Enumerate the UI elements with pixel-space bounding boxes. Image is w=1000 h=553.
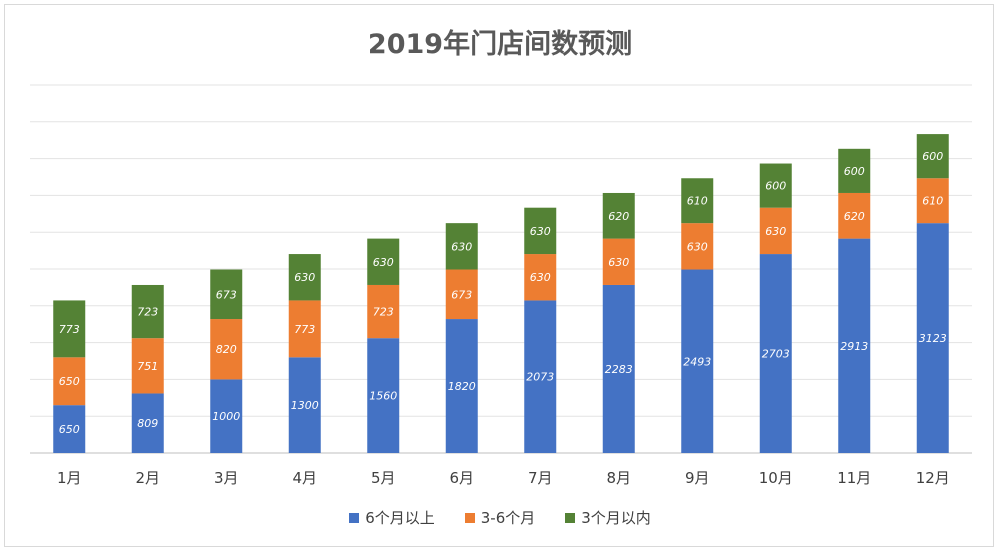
data-label: 673 bbox=[451, 288, 472, 301]
x-tick-label: 2月 bbox=[135, 469, 160, 487]
legend-item-within-3-months: 3个月以内 bbox=[565, 507, 651, 528]
bar-segment-over-6-months bbox=[681, 269, 714, 453]
legend-label: 3-6个月 bbox=[480, 509, 536, 527]
data-label: 773 bbox=[59, 323, 80, 336]
data-label: 2703 bbox=[762, 348, 790, 361]
data-label: 751 bbox=[137, 360, 158, 373]
data-label: 610 bbox=[687, 195, 708, 208]
legend-swatch bbox=[565, 512, 576, 523]
data-label: 630 bbox=[608, 256, 629, 269]
data-label: 2493 bbox=[683, 355, 711, 368]
x-tick-label: 10月 bbox=[759, 469, 793, 487]
bar-segment-3-to-6-months bbox=[288, 300, 321, 358]
data-label: 600 bbox=[844, 165, 865, 178]
legend-item-over-6-months: 6个月以上 bbox=[349, 507, 435, 528]
data-label: 2913 bbox=[840, 340, 868, 353]
chart-frame bbox=[4, 4, 994, 547]
bar-segment-within-3-months bbox=[838, 148, 871, 193]
bar-segment-within-3-months bbox=[759, 163, 792, 208]
data-label: 630 bbox=[294, 271, 315, 284]
x-tick-label: 9月 bbox=[685, 469, 710, 487]
bar-segment-within-3-months bbox=[53, 300, 86, 358]
data-label: 600 bbox=[765, 180, 786, 193]
bar-segment-3-to-6-months bbox=[524, 254, 557, 301]
data-label: 773 bbox=[294, 323, 315, 336]
data-label: 630 bbox=[687, 240, 708, 253]
data-label: 620 bbox=[608, 210, 629, 223]
data-label: 630 bbox=[373, 256, 394, 269]
data-label: 630 bbox=[451, 240, 472, 253]
legend-item-3-to-6-months: 3-6个月 bbox=[464, 507, 536, 528]
data-label: 630 bbox=[530, 225, 551, 238]
bar-segment-3-to-6-months bbox=[916, 178, 949, 224]
bar-segment-3-to-6-months bbox=[210, 319, 243, 380]
legend-swatch bbox=[349, 512, 360, 523]
bar-segment-over-6-months bbox=[131, 393, 164, 453]
bar-segment-within-3-months bbox=[524, 207, 557, 255]
x-tick-label: 11月 bbox=[837, 469, 871, 487]
bar-segment-over-6-months bbox=[367, 338, 400, 453]
chart-title: 2019年门店间数预测 bbox=[367, 29, 633, 60]
data-label: 820 bbox=[216, 343, 237, 356]
data-label: 630 bbox=[530, 271, 551, 284]
x-tick-label: 4月 bbox=[292, 469, 317, 487]
data-label: 620 bbox=[844, 210, 865, 223]
x-tick-label: 5月 bbox=[371, 469, 396, 487]
bar-segment-3-to-6-months bbox=[602, 238, 635, 285]
data-label: 723 bbox=[137, 306, 158, 319]
data-label: 673 bbox=[216, 288, 237, 301]
data-label: 1000 bbox=[212, 410, 240, 423]
data-label: 650 bbox=[59, 423, 80, 436]
data-label: 1300 bbox=[291, 399, 319, 412]
bar-segment-over-6-months bbox=[210, 379, 243, 453]
bar-segment-within-3-months bbox=[602, 192, 635, 239]
bar-segment-within-3-months bbox=[210, 269, 243, 320]
bar-segment-within-3-months bbox=[681, 178, 714, 224]
data-label: 1560 bbox=[369, 390, 397, 403]
bar-segment-3-to-6-months bbox=[131, 338, 164, 394]
bar-segment-3-to-6-months bbox=[53, 357, 86, 406]
x-tick-label: 12月 bbox=[916, 469, 950, 487]
data-label: 2283 bbox=[605, 363, 633, 376]
bar-segment-within-3-months bbox=[445, 223, 478, 270]
x-tick-label: 8月 bbox=[606, 469, 631, 487]
data-label: 1820 bbox=[448, 380, 476, 393]
x-tick-label: 7月 bbox=[528, 469, 553, 487]
bar-segment-over-6-months bbox=[53, 405, 86, 453]
bar-segment-3-to-6-months bbox=[838, 192, 871, 239]
bar-segment-within-3-months bbox=[367, 238, 400, 285]
data-label: 3123 bbox=[919, 332, 947, 345]
bar-segment-within-3-months bbox=[288, 254, 321, 301]
bar-segment-over-6-months bbox=[524, 300, 557, 453]
data-label: 630 bbox=[765, 225, 786, 238]
bar-segment-over-6-months bbox=[602, 284, 635, 453]
data-label: 809 bbox=[137, 417, 158, 430]
x-tick-label: 1月 bbox=[57, 469, 82, 487]
x-tick-label: 6月 bbox=[449, 469, 474, 487]
bar-segment-over-6-months bbox=[838, 238, 871, 453]
bar-segment-over-6-months bbox=[288, 357, 321, 453]
bar-segment-3-to-6-months bbox=[367, 284, 400, 339]
x-tick-label: 3月 bbox=[214, 469, 239, 487]
data-label: 723 bbox=[373, 306, 394, 319]
bar-segment-3-to-6-months bbox=[759, 207, 792, 255]
bar-segment-within-3-months bbox=[916, 134, 949, 179]
data-label: 600 bbox=[922, 150, 943, 163]
bar-segment-over-6-months bbox=[445, 319, 478, 453]
legend-swatch bbox=[464, 512, 475, 523]
bar-segment-3-to-6-months bbox=[445, 269, 478, 320]
bar-segment-3-to-6-months bbox=[681, 223, 714, 270]
legend-label: 3个月以内 bbox=[581, 509, 651, 527]
chart-legend: 6个月以上 3-6个月 3个月以内 bbox=[0, 507, 1000, 528]
legend-label: 6个月以上 bbox=[365, 509, 435, 527]
bar-segment-within-3-months bbox=[131, 284, 164, 339]
bar-segment-over-6-months bbox=[759, 254, 792, 453]
data-label: 610 bbox=[922, 195, 943, 208]
data-label: 650 bbox=[59, 375, 80, 388]
bar-segment-over-6-months bbox=[916, 223, 949, 453]
data-label: 2073 bbox=[526, 371, 554, 384]
